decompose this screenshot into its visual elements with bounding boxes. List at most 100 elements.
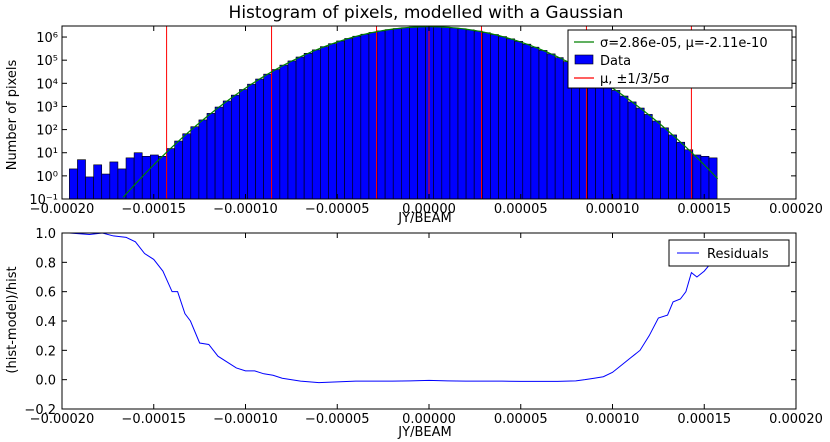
histogram-bar (198, 119, 208, 200)
top-y-tick-label: 10⁵ (36, 54, 58, 69)
histogram-bar (158, 155, 167, 200)
histogram-bar (530, 46, 540, 200)
histogram-bar (441, 26, 451, 200)
histogram-bar (538, 50, 548, 200)
histogram-bar (498, 36, 507, 200)
histogram-bar (230, 94, 240, 200)
histogram-bar (271, 69, 281, 200)
histogram-bar (660, 127, 669, 200)
bottom-x-tick-label: 0.00010 (586, 412, 640, 427)
top-legend: σ=2.86e-05, μ=-2.11e-10 Data μ, ±1/3/5σ (567, 29, 793, 89)
histogram-bar (587, 74, 596, 200)
histogram-bar (506, 38, 515, 200)
bottom-plot-area (69, 232, 718, 384)
legend-entry: μ, ±1/3/5σ (600, 72, 669, 87)
histogram-bar (247, 83, 256, 200)
histogram-bar (69, 168, 78, 200)
histogram-bar (457, 28, 467, 200)
histogram-bar (708, 157, 718, 200)
histogram-bar (141, 156, 151, 200)
histogram-bar (117, 168, 127, 200)
histogram-bar (174, 140, 184, 200)
bottom-y-tick-label: 0.6 (35, 286, 56, 301)
histogram-bar (522, 43, 532, 200)
histogram-bar (425, 26, 435, 200)
top-y-tick-label: 10² (36, 124, 58, 139)
legend-entry: σ=2.86e-05, μ=-2.11e-10 (600, 36, 768, 51)
top-x-axis-label: JY/BEAM (397, 211, 451, 226)
histogram-bar (336, 40, 345, 200)
histogram-bar (376, 30, 386, 200)
legend-entry: Data (600, 54, 631, 69)
residuals-chart: (hist-model)/hist JY/BEAM −0.00020 −0.000… (5, 227, 823, 440)
bottom-legend: Residuals (668, 239, 790, 267)
histogram-bar (303, 53, 313, 200)
histogram-bar (692, 154, 702, 200)
histogram-bar (166, 148, 175, 200)
histogram-bar (352, 35, 362, 200)
histogram-bar (611, 90, 621, 200)
top-x-tick-label: −0.00005 (305, 202, 370, 217)
bottom-x-tick-label: 0.00005 (494, 412, 548, 427)
histogram-bar (643, 114, 653, 200)
top-x-tick-label: 0.00000 (402, 202, 456, 217)
bottom-y-axis-label: (hist-model)/hist (5, 266, 20, 373)
top-y-tick-label: 10⁻¹ (29, 193, 58, 208)
top-axes: −0.00020 −0.00015 −0.00010 −0.00005 0.00000 0… (29, 25, 823, 217)
top-y-tick-label: 10⁴ (36, 77, 58, 92)
histogram-bar (320, 46, 329, 200)
histogram-bar (287, 60, 297, 200)
bottom-x-tick-label: −0.00010 (213, 412, 278, 427)
top-x-tick-label: 0.00005 (494, 202, 548, 217)
histogram-bar (546, 53, 556, 200)
histogram-bar (206, 113, 216, 200)
top-y-tick-label: 10¹ (36, 147, 58, 162)
bottom-x-tick-label: 0.00000 (402, 412, 456, 427)
histogram-bar (433, 26, 443, 200)
histogram-bar (619, 95, 629, 200)
histogram-bar (279, 64, 289, 200)
bottom-x-tick-label: 0.00015 (677, 412, 731, 427)
top-x-tick-label: 0.00020 (769, 202, 823, 217)
histogram-bar (514, 41, 524, 200)
top-plot-area (69, 26, 719, 200)
histogram-bar (449, 27, 459, 200)
histogram-bar (109, 161, 119, 200)
top-x-tick-label: 0.00015 (677, 202, 731, 217)
histogram-bar (239, 89, 248, 200)
histogram-bar (554, 57, 564, 200)
top-x-tick-label: −0.00010 (213, 202, 278, 217)
top-legend-box (567, 29, 793, 89)
bottom-axes: −0.00020 −0.00015 −0.00010 −0.00005 0.00000 0… (24, 227, 822, 427)
top-x-tick-label: 0.00010 (586, 202, 640, 217)
histogram-bar (85, 176, 94, 200)
top-y-tick-label: 10⁶ (36, 31, 58, 46)
top-x-tick-label: −0.00020 (30, 202, 95, 217)
histogram-bar (465, 29, 475, 200)
histogram-bar (222, 100, 232, 200)
chart-title: Histogram of pixels, modelled with a Gau… (229, 3, 624, 23)
bottom-y-tick-label: 0.0 (35, 374, 56, 389)
histogram-bar (392, 28, 402, 200)
histogram-bar (295, 56, 305, 200)
top-y-tick-label: 10⁰ (36, 170, 58, 185)
histogram-bar (627, 101, 637, 200)
histogram-bar (368, 32, 378, 200)
bottom-y-tick-label: 0.8 (35, 256, 56, 271)
histogram-bar (255, 78, 264, 200)
bottom-x-tick-label: −0.00005 (305, 412, 370, 427)
residuals-line (69, 232, 718, 384)
legend-swatch (574, 54, 594, 65)
histogram-bar (133, 152, 143, 200)
histogram-bar (417, 26, 426, 200)
bottom-x-tick-label: −0.00015 (121, 412, 186, 427)
histogram-bar (409, 26, 418, 200)
histogram-bar (311, 49, 321, 200)
histogram-chart: Histogram of pixels, modelled with a Gau… (5, 3, 823, 226)
histogram-bar (344, 38, 354, 200)
histogram-bar (384, 29, 394, 200)
top-x-tick-label: −0.00015 (121, 202, 186, 217)
histogram-bar (490, 34, 499, 200)
bottom-y-tick-label: 1.0 (35, 227, 56, 242)
